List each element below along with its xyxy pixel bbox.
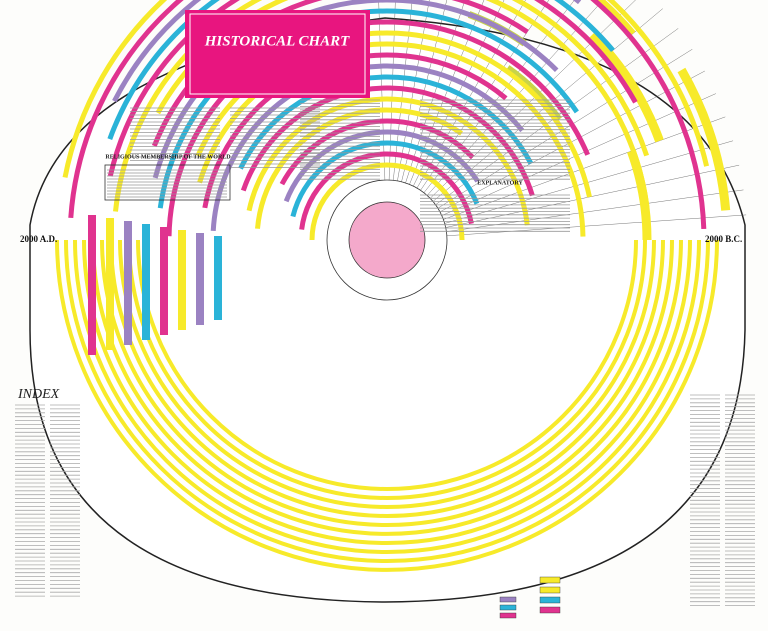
table-heading: RELIGIOUS MEMBERSHIP OF THE WORLD [105,154,231,160]
timeline-bar [106,218,114,350]
band [677,67,731,211]
outer-arc [55,239,719,572]
legend-swatch [499,596,517,603]
title-border [189,13,366,95]
outer-arc [109,239,665,518]
era-arc [62,0,710,178]
timeline-bar [160,227,168,335]
band [591,0,636,38]
ray [446,214,747,237]
era-arc [107,0,615,140]
index-heading: INDEX [17,387,60,402]
ray [445,164,740,228]
ray [437,49,693,209]
legend-swatch [499,604,517,611]
era-arc [290,140,480,218]
timeline-bar [142,224,150,340]
outer-arc [100,239,674,527]
era-arc [152,0,559,179]
timeline-bar [196,233,204,325]
legend-swatch [499,612,517,619]
outer-arc [64,239,710,563]
table [104,164,231,201]
era-arc [299,151,474,230]
era-arc [113,0,650,212]
ray [444,140,734,224]
ray [439,70,705,213]
band [505,65,562,122]
era-arc [112,0,582,103]
right-date: 2000 B.C. [705,234,742,244]
title: HISTORICAL CHART [204,33,350,49]
timeline-bar [88,215,96,355]
era-arc [107,0,638,177]
outer-arc [118,239,656,509]
era-arc [197,41,586,237]
legend-swatch [539,576,561,584]
timeline-bar [124,221,132,345]
outer-arc [127,239,647,500]
legend-swatch [539,606,561,614]
ray [443,116,726,220]
era-arc [309,162,465,241]
band [588,31,664,143]
title-box [185,10,370,98]
legend-swatch [539,586,561,594]
era-arc [246,96,530,226]
era-arc [279,118,475,186]
legend-swatch [539,596,561,604]
era-arc [240,85,535,197]
timeline-bar [178,230,186,330]
era-arc [68,0,707,230]
outer-arc [82,239,692,545]
center-circle [348,201,426,279]
outer-arc [91,239,683,536]
explanatory-heading: EXPLANATORY [477,180,523,186]
outer-arc [73,239,701,554]
left-date: 2000 A.D. [20,234,57,244]
timeline-bar [214,236,222,320]
outer-arc [136,239,638,491]
